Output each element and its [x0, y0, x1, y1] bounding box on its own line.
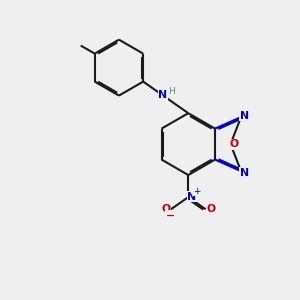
Text: N: N [158, 90, 168, 100]
Text: H: H [169, 87, 175, 96]
Text: N: N [240, 168, 249, 178]
Text: +: + [194, 187, 201, 196]
Text: −: − [166, 211, 175, 221]
Text: N: N [187, 191, 196, 202]
Text: N: N [240, 111, 249, 121]
Text: O: O [161, 204, 170, 214]
Text: O: O [206, 204, 215, 214]
Text: O: O [230, 139, 238, 149]
